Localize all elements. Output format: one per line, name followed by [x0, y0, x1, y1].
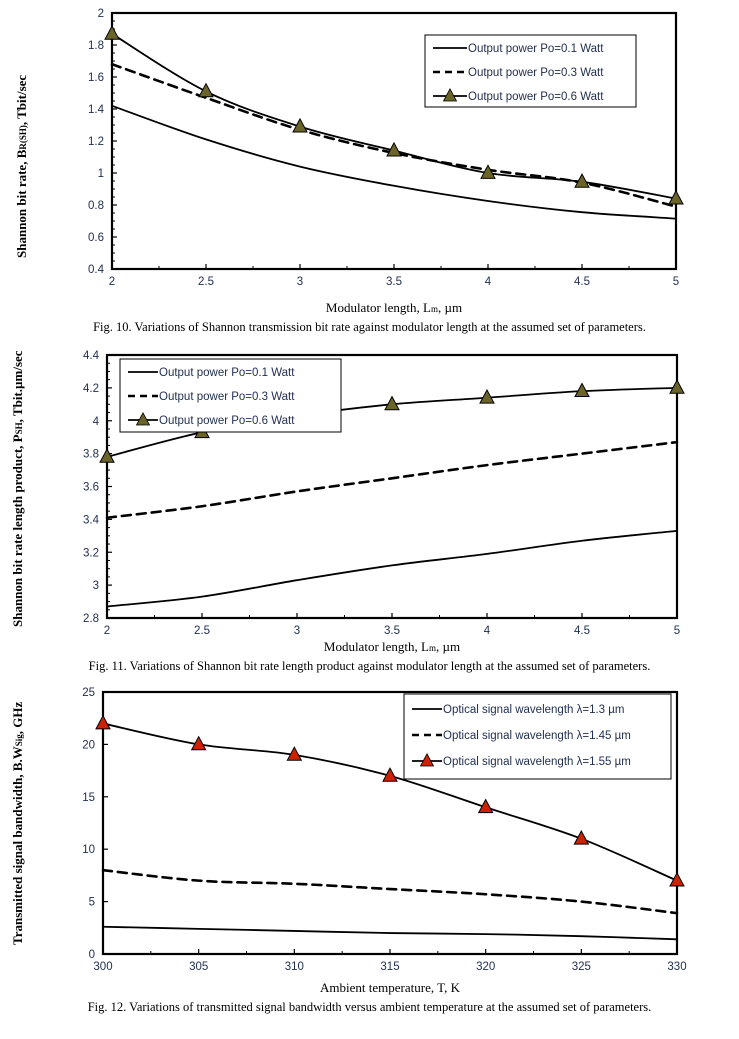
svg-text:2: 2 [104, 625, 110, 637]
svg-text:1: 1 [98, 168, 104, 180]
svg-text:0: 0 [89, 949, 95, 961]
svg-text:2.5: 2.5 [194, 625, 210, 637]
svg-text:305: 305 [189, 961, 208, 973]
svg-text:3: 3 [93, 580, 99, 592]
svg-text:3: 3 [294, 625, 300, 637]
svg-text:Optical signal wavelength λ=1.: Optical signal wavelength λ=1.55 µm [443, 756, 631, 768]
svg-text:1.4: 1.4 [88, 104, 105, 116]
svg-text:3.4: 3.4 [83, 514, 100, 526]
svg-text:310: 310 [285, 961, 304, 973]
svg-text:4: 4 [484, 625, 491, 637]
svg-text:15: 15 [82, 792, 95, 804]
svg-text:330: 330 [667, 961, 686, 973]
svg-text:3: 3 [297, 276, 303, 288]
svg-text:4.4: 4.4 [83, 350, 100, 362]
svg-text:Output power Po=0.1 Watt: Output power Po=0.1 Watt [468, 43, 604, 55]
svg-text:1.6: 1.6 [88, 72, 104, 84]
svg-text:Output power Po=0.6 Watt: Output power Po=0.6 Watt [468, 91, 604, 103]
svg-text:2: 2 [98, 8, 104, 20]
svg-text:20: 20 [82, 739, 95, 751]
svg-text:3.5: 3.5 [384, 625, 400, 637]
svg-text:4.2: 4.2 [83, 383, 99, 395]
svg-text:3.8: 3.8 [83, 449, 99, 461]
svg-text:2: 2 [109, 276, 115, 288]
svg-text:1.2: 1.2 [88, 136, 104, 148]
svg-text:3.2: 3.2 [83, 547, 99, 559]
svg-text:5: 5 [89, 897, 95, 909]
svg-text:1.8: 1.8 [88, 40, 104, 52]
svg-text:4: 4 [485, 276, 492, 288]
svg-text:5: 5 [673, 276, 679, 288]
svg-text:4.5: 4.5 [574, 276, 590, 288]
svg-text:2.8: 2.8 [83, 613, 99, 625]
svg-text:0.4: 0.4 [88, 264, 105, 276]
svg-text:Optical signal wavelength λ=1.: Optical signal wavelength λ=1.45 µm [443, 730, 631, 742]
svg-text:0.8: 0.8 [88, 200, 104, 212]
svg-text:Output power Po=0.3 Watt: Output power Po=0.3 Watt [468, 67, 604, 79]
svg-text:5: 5 [674, 625, 680, 637]
svg-text:4: 4 [93, 416, 100, 428]
svg-text:Output power Po=0.1 Watt: Output power Po=0.1 Watt [159, 367, 295, 379]
svg-text:4.5: 4.5 [574, 625, 590, 637]
svg-text:25: 25 [82, 687, 95, 699]
svg-text:0.6: 0.6 [88, 232, 104, 244]
svg-text:320: 320 [476, 961, 495, 973]
svg-text:Output power Po=0.6 Watt: Output power Po=0.6 Watt [159, 415, 295, 427]
svg-text:3.5: 3.5 [386, 276, 402, 288]
svg-text:Optical signal wavelength λ=1.: Optical signal wavelength λ=1.3 µm [443, 704, 624, 716]
svg-text:300: 300 [93, 961, 112, 973]
svg-text:10: 10 [82, 844, 95, 856]
svg-text:Output power Po=0.3 Watt: Output power Po=0.3 Watt [159, 391, 295, 403]
svg-text:315: 315 [380, 961, 399, 973]
svg-text:325: 325 [572, 961, 591, 973]
svg-text:3.6: 3.6 [83, 482, 99, 494]
svg-text:2.5: 2.5 [198, 276, 214, 288]
